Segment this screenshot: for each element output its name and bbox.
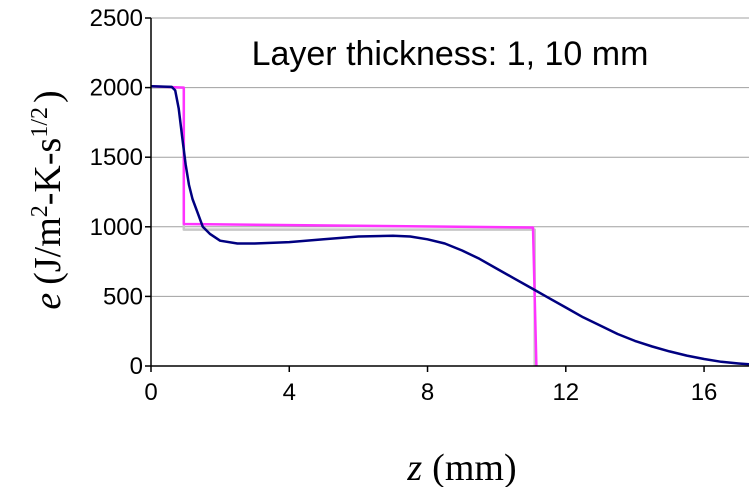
x-tick-label: 0	[144, 379, 157, 406]
series-line-3	[150, 84, 749, 366]
y-axis-symbol: e	[27, 293, 69, 310]
tick-labels: 0 500 1000 1500 2000 2500 0 4 8 12 16	[90, 5, 718, 406]
y-tick-label: 0	[130, 353, 143, 380]
y-tick-label: 1000	[90, 214, 143, 241]
y-tick-label: 500	[103, 283, 143, 310]
y-axis-sup-1: 2	[27, 205, 53, 217]
y-axis-unit-mid: -K-s	[27, 138, 69, 206]
y-axis-label: e (J/m2-K-s1/2)	[27, 90, 69, 309]
x-tick-label: 12	[552, 379, 579, 406]
axes	[150, 18, 749, 367]
series-lines	[150, 84, 749, 367]
x-axis-unit: (mm)	[432, 447, 516, 487]
x-axis-symbol: z	[406, 447, 422, 487]
chart-title: Layer thickness: 1, 10 mm	[252, 35, 649, 73]
y-tick-label: 2000	[90, 75, 143, 102]
x-tick-label: 8	[421, 379, 434, 406]
y-tick-label: 2500	[90, 5, 143, 32]
y-tick-label: 1500	[90, 144, 143, 171]
x-tick-label: 4	[283, 379, 296, 406]
x-axis-label: z (mm)	[406, 447, 516, 487]
x-tick-label: 16	[691, 379, 718, 406]
y-axis-unit-suffix: )	[27, 90, 69, 103]
gridlines	[151, 17, 749, 297]
y-axis-unit-prefix: (J/m	[27, 217, 69, 285]
y-axis-sup-2: 1/2	[27, 107, 53, 138]
series-line-2	[150, 84, 538, 367]
